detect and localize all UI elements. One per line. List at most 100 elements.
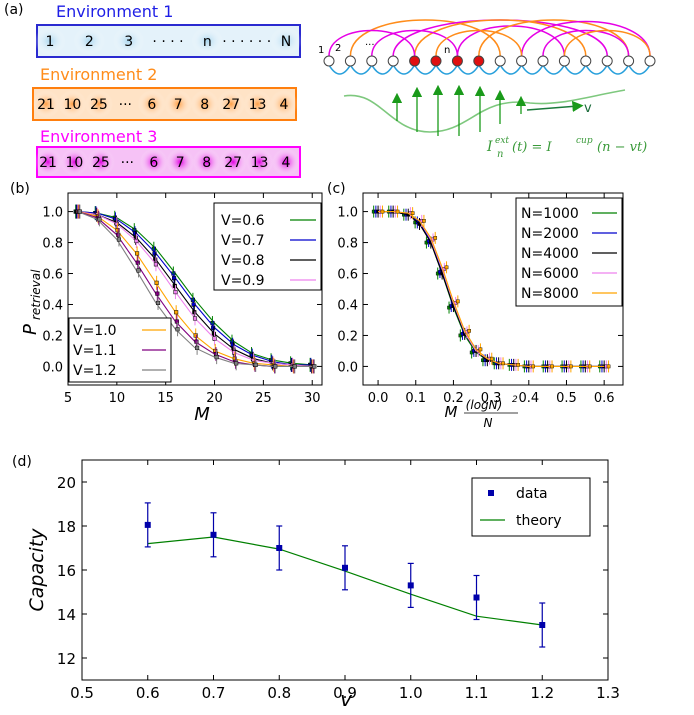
y-tick-label: 18 <box>57 518 76 536</box>
y-tick-label: 1.0 <box>337 206 358 221</box>
arc <box>563 29 651 57</box>
spring <box>499 64 523 75</box>
arc <box>413 19 587 57</box>
active-node <box>409 55 421 67</box>
spring-links <box>328 64 651 75</box>
spring <box>371 64 394 75</box>
chain-label-1: 1 <box>318 45 324 56</box>
data-point <box>433 236 438 240</box>
data-point <box>116 232 121 237</box>
spring <box>392 64 416 75</box>
legend-label: data <box>516 486 548 502</box>
x-tick-label: 0.8 <box>267 684 291 702</box>
env3-item: 13 <box>251 155 269 171</box>
env1-item: 3 <box>124 34 133 50</box>
data-point <box>97 217 102 222</box>
data-point <box>606 364 611 369</box>
env2-blob <box>137 90 166 118</box>
arc <box>520 20 651 57</box>
data-point <box>380 209 385 214</box>
x-tick-label: 20 <box>206 391 223 406</box>
env2-blob <box>217 90 246 118</box>
env3-item: ··· <box>121 155 134 171</box>
x-axis-label: M <box>194 404 210 425</box>
plot-d: 0.5 0.6 0.7 0.8 0.9 1.0 1.1 1.2 1.3 12 14 16 18 20 dat… <box>26 459 620 711</box>
svg-text:ext: ext <box>495 136 509 146</box>
env1-blob <box>112 27 145 55</box>
env1-blob <box>191 27 224 55</box>
data-point <box>191 302 196 307</box>
y-axis-label-sub: retrieval <box>29 269 43 320</box>
env3-item: 8 <box>202 155 211 171</box>
data-point <box>407 582 414 589</box>
data-point <box>173 290 178 295</box>
env2-blob <box>84 90 113 118</box>
env1-item: n <box>203 34 212 50</box>
y-tick-label: 0.4 <box>337 298 358 313</box>
env2-item: 4 <box>280 97 289 113</box>
data-point <box>155 300 161 305</box>
env3-blob <box>139 148 168 176</box>
active-node <box>473 55 485 67</box>
data-point <box>211 331 216 336</box>
legend-label: N=8000 <box>521 286 579 302</box>
y-tick-label: 14 <box>57 606 76 624</box>
env3-blob <box>272 148 300 176</box>
y-tick-label: 1.0 <box>42 206 63 221</box>
chain-label-2: 2 <box>335 43 341 54</box>
x-tick-label: 0.3 <box>481 391 502 406</box>
y-tick-label: 20 <box>57 474 76 492</box>
data-point <box>152 251 157 256</box>
data-point <box>174 310 179 315</box>
active-node <box>430 55 442 67</box>
y-tick-label: 12 <box>57 650 76 668</box>
data-point <box>253 362 258 367</box>
env2-item: 6 <box>147 97 156 113</box>
legend-label: V=0.7 <box>221 233 265 249</box>
x-tick-label: 10 <box>109 391 126 406</box>
velocity-arrow <box>526 100 584 113</box>
env1-sequence: 1 2 3 · · · · n · · · · · · N <box>34 27 302 55</box>
legend-label: N=4000 <box>521 246 579 262</box>
node <box>623 55 635 67</box>
x-tick-label: 0.7 <box>202 684 226 702</box>
data-point <box>132 231 138 236</box>
x-tick-label: 1.2 <box>530 684 554 702</box>
env1-item: · · · · · · <box>222 34 271 50</box>
node <box>558 55 570 67</box>
legend-label: V=1.1 <box>73 343 117 359</box>
env3-title: Environment 3 <box>40 127 157 146</box>
env2-blob <box>32 90 60 118</box>
x-tick-label: 30 <box>304 391 321 406</box>
x-tick-label: 0.6 <box>136 684 160 702</box>
arc <box>478 19 630 57</box>
data-point <box>153 262 158 267</box>
env2-item: 13 <box>249 97 267 113</box>
x-tick-label: 0.5 <box>556 391 577 406</box>
node <box>344 55 356 67</box>
series-line <box>378 211 605 367</box>
env2-sequence: 21 10 25 ··· 6 7 8 27 13 4 <box>32 90 298 118</box>
spring <box>349 64 373 75</box>
data-point <box>531 364 535 369</box>
data-point <box>234 361 239 366</box>
spring <box>328 64 352 75</box>
data-point <box>135 251 140 256</box>
spring <box>435 64 459 75</box>
data-point <box>342 564 348 571</box>
data-point <box>312 364 317 369</box>
data-point <box>395 209 400 214</box>
env2-blob <box>58 90 87 118</box>
panel-label-c: (c) <box>327 181 346 197</box>
env2-item: 8 <box>200 97 209 113</box>
data-point <box>211 325 216 330</box>
data-point <box>212 336 217 341</box>
env2-blob <box>164 90 193 118</box>
data-point <box>569 364 573 369</box>
plot-c: 0.0 0.1 0.2 0.3 0.4 0.5 0.6 0.0 0.2 0.4 0.6 0.8 1.0 N… <box>337 192 624 430</box>
x-axis-label: M <box>445 403 458 421</box>
env3-item: 27 <box>224 155 242 171</box>
env3-item: 25 <box>92 155 110 171</box>
x-tick-label: 0.4 <box>518 391 539 406</box>
